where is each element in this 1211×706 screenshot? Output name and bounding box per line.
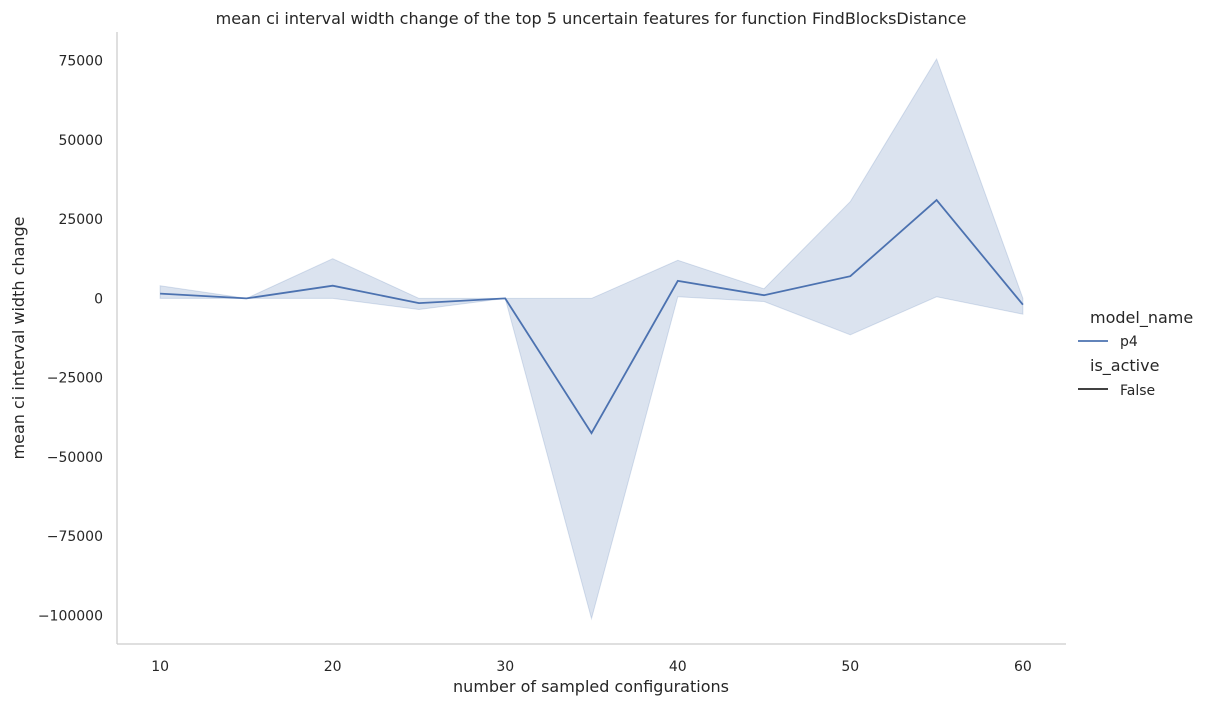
y-tick-label: −25000: [47, 371, 103, 387]
y-tick-label: 50000: [58, 133, 103, 149]
legend-style-title: is_active: [1090, 356, 1159, 376]
y-tick-label: 0: [94, 291, 103, 307]
chart-title: mean ci interval width change of the top…: [216, 9, 967, 28]
series-line-p4: [160, 198, 1024, 435]
confidence-band: [159, 57, 1024, 621]
legend-label-p4: p4: [1120, 334, 1138, 350]
legend-hue-title: model_name: [1090, 308, 1193, 328]
x-tick-label: 30: [496, 659, 514, 675]
y-axis-ticks: 75000 50000 25000 0 −25000 −50000 −75000 −10000…: [38, 54, 103, 625]
x-tick-label: 40: [669, 659, 687, 675]
legend-label-false: False: [1120, 383, 1155, 399]
x-tick-label: 60: [1014, 659, 1032, 675]
x-tick-label: 50: [841, 659, 859, 675]
y-axis-label: mean ci interval width change: [9, 217, 28, 460]
legend: model_name p4 is_active False: [1078, 308, 1193, 399]
y-tick-label: −50000: [47, 450, 103, 466]
y-tick-label: −75000: [47, 529, 103, 545]
x-tick-label: 10: [151, 659, 169, 675]
x-axis-ticks: 10 20 30 40 50 60: [151, 659, 1032, 675]
y-tick-label: 75000: [58, 54, 103, 70]
plot-area: [159, 57, 1024, 621]
y-tick-label: 25000: [58, 212, 103, 228]
x-tick-label: 20: [324, 659, 342, 675]
y-tick-label: −100000: [38, 608, 103, 624]
x-axis-label: number of sampled configurations: [453, 677, 729, 696]
